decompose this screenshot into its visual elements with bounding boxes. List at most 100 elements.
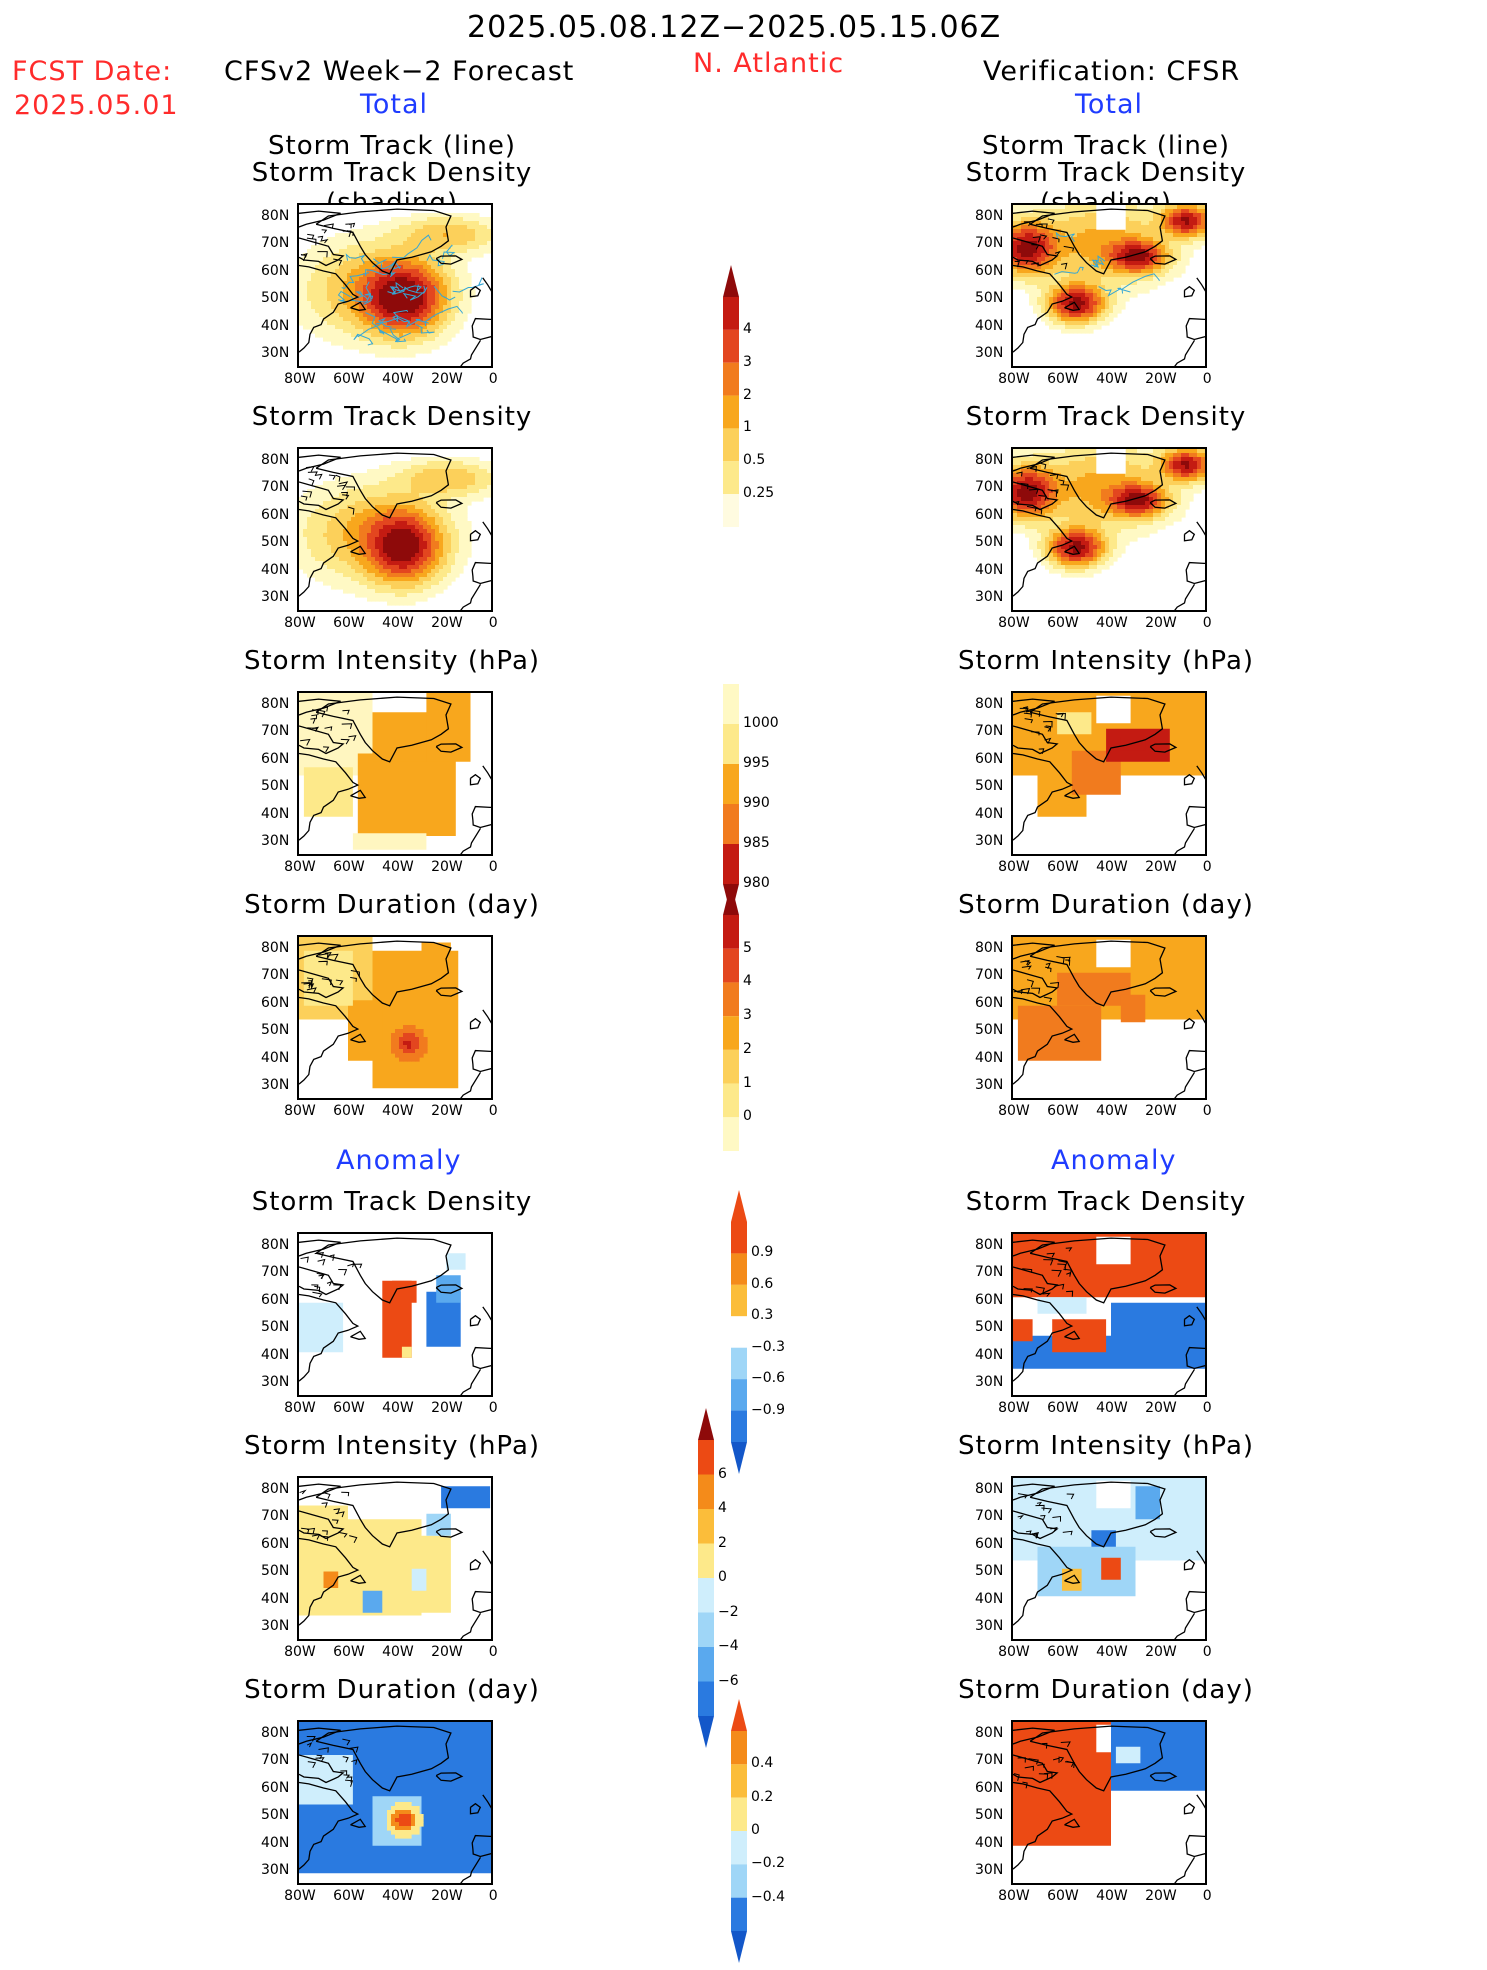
lon-tick-label: 20W — [1145, 1103, 1177, 1119]
forecast-anom-density-map — [297, 1232, 493, 1397]
lon-tick-label: 0 — [1203, 1888, 1212, 1904]
lat-tick-label: 40N — [975, 562, 1003, 578]
lat-tick-label: 60N — [261, 751, 289, 767]
lon-tick-label: 40W — [382, 1644, 414, 1660]
lon-tick-label: 20W — [431, 1400, 463, 1416]
lon-tick-label: 60W — [1047, 1400, 1079, 1416]
lat-tick-label: 50N — [261, 1319, 289, 1335]
colorbar-tick-label: −0.3 — [751, 1339, 785, 1355]
lon-tick-label: 40W — [382, 1888, 414, 1904]
lon-tick-label: 40W — [1096, 1888, 1128, 1904]
lon-tick-label: 80W — [284, 371, 316, 387]
lon-tick-label: 60W — [333, 1644, 365, 1660]
right-anomaly-label: Anomaly — [1051, 1145, 1176, 1176]
lat-tick-label: 50N — [975, 1563, 1003, 1579]
forecast-anom-duration-map — [297, 1720, 493, 1885]
block-field — [1013, 937, 1207, 1061]
lon-tick-label: 0 — [489, 1400, 498, 1416]
lat-tick-label: 60N — [975, 263, 1003, 279]
lat-tick-label: 80N — [975, 940, 1003, 956]
lon-tick-label: 80W — [998, 1644, 1030, 1660]
forecast-intensity-map — [297, 691, 493, 856]
lon-tick-label: 20W — [1145, 1400, 1177, 1416]
lat-tick-label: 40N — [261, 1835, 289, 1851]
colorbar-tick-label: 2 — [743, 1041, 752, 1057]
lon-tick-label: 60W — [333, 1888, 365, 1904]
lon-tick-label: 60W — [333, 1400, 365, 1416]
lon-tick-label: 80W — [284, 1400, 316, 1416]
lat-tick-label: 30N — [261, 1077, 289, 1093]
date-range-title: 2025.05.08.12Z−2025.05.15.06Z — [467, 10, 1001, 45]
lat-tick-label: 40N — [261, 1050, 289, 1066]
colorbar-tick-label: 0.25 — [743, 485, 774, 501]
lat-tick-label: 60N — [975, 751, 1003, 767]
lon-tick-label: 60W — [1047, 1103, 1079, 1119]
lat-tick-label: 30N — [975, 1077, 1003, 1093]
lat-tick-label: 70N — [975, 967, 1003, 983]
colorbar-tick-label: 0.2 — [751, 1789, 773, 1805]
lon-tick-label: 20W — [1145, 371, 1177, 387]
lat-tick-label: 70N — [975, 479, 1003, 495]
lat-tick-label: 60N — [975, 1536, 1003, 1552]
left-p3-title: Storm Intensity (hPa) — [192, 646, 592, 676]
colorbar-tick-label: 1 — [743, 419, 752, 435]
region-label: N. Atlantic — [693, 48, 844, 79]
colorbar-tick-label: 995 — [743, 755, 770, 771]
left-p4-title: Storm Duration (day) — [192, 890, 592, 920]
lat-tick-label: 80N — [975, 452, 1003, 468]
lat-tick-label: 40N — [975, 1835, 1003, 1851]
lon-tick-label: 60W — [1047, 1888, 1079, 1904]
lat-tick-label: 40N — [975, 806, 1003, 822]
forecast-duration-map — [297, 935, 493, 1100]
colorbar-tick-label: 5 — [743, 940, 752, 956]
lat-tick-label: 50N — [975, 534, 1003, 550]
lat-tick-label: 70N — [261, 235, 289, 251]
forecast-title: CFSv2 Week−2 Forecast — [224, 56, 574, 87]
colorbar-tick-label: 2 — [743, 387, 752, 403]
forecast-anom-intensity-map — [297, 1476, 493, 1641]
colorbar-tick-label: −6 — [718, 1673, 739, 1689]
lat-tick-label: 50N — [975, 1807, 1003, 1823]
lat-tick-label: 50N — [975, 290, 1003, 306]
colorbar-anom-duration — [731, 1696, 811, 1970]
lat-tick-label: 40N — [261, 1347, 289, 1363]
lon-tick-label: 40W — [1096, 1103, 1128, 1119]
colorbar-tick-label: 0 — [743, 1108, 752, 1124]
lat-tick-label: 70N — [261, 1508, 289, 1524]
lat-tick-label: 30N — [975, 345, 1003, 361]
lat-tick-label: 30N — [261, 1618, 289, 1634]
lon-tick-label: 80W — [284, 1644, 316, 1660]
colorbar-track-density — [723, 262, 803, 566]
lat-tick-label: 80N — [261, 1237, 289, 1253]
lat-tick-label: 70N — [261, 1264, 289, 1280]
cfsr-anom-duration-map — [1011, 1720, 1207, 1885]
lon-tick-label: 40W — [382, 1103, 414, 1119]
lon-tick-label: 0 — [1203, 615, 1212, 631]
lat-tick-label: 40N — [975, 1591, 1003, 1607]
lon-tick-label: 0 — [489, 859, 498, 875]
lon-tick-label: 80W — [284, 615, 316, 631]
lat-tick-label: 40N — [975, 1347, 1003, 1363]
lat-tick-label: 50N — [261, 778, 289, 794]
lat-tick-label: 40N — [261, 1591, 289, 1607]
lon-tick-label: 40W — [382, 859, 414, 875]
lat-tick-label: 70N — [261, 1752, 289, 1768]
block-field — [1013, 1722, 1207, 1846]
lon-tick-label: 0 — [489, 615, 498, 631]
right-p4-title: Storm Duration (day) — [906, 890, 1306, 920]
left-anomaly-label: Anomaly — [336, 1145, 461, 1176]
lon-tick-label: 80W — [284, 1103, 316, 1119]
colorbar-tick-label: −0.6 — [751, 1370, 785, 1386]
colorbar-tick-label: 1000 — [743, 715, 779, 731]
block-field — [299, 693, 493, 850]
lat-tick-label: 70N — [261, 479, 289, 495]
fcst-date-label: FCST Date: — [12, 56, 172, 87]
cfsr-duration-map — [1011, 935, 1207, 1100]
lon-tick-label: 0 — [1203, 1103, 1212, 1119]
lat-tick-label: 70N — [975, 723, 1003, 739]
cfsr-anom-density-map — [1011, 1232, 1207, 1397]
colorbar-tick-label: 3 — [743, 354, 752, 370]
colorbar-tick-label: 0.9 — [751, 1244, 773, 1260]
lat-tick-label: 50N — [261, 1563, 289, 1579]
lat-tick-label: 60N — [261, 1536, 289, 1552]
